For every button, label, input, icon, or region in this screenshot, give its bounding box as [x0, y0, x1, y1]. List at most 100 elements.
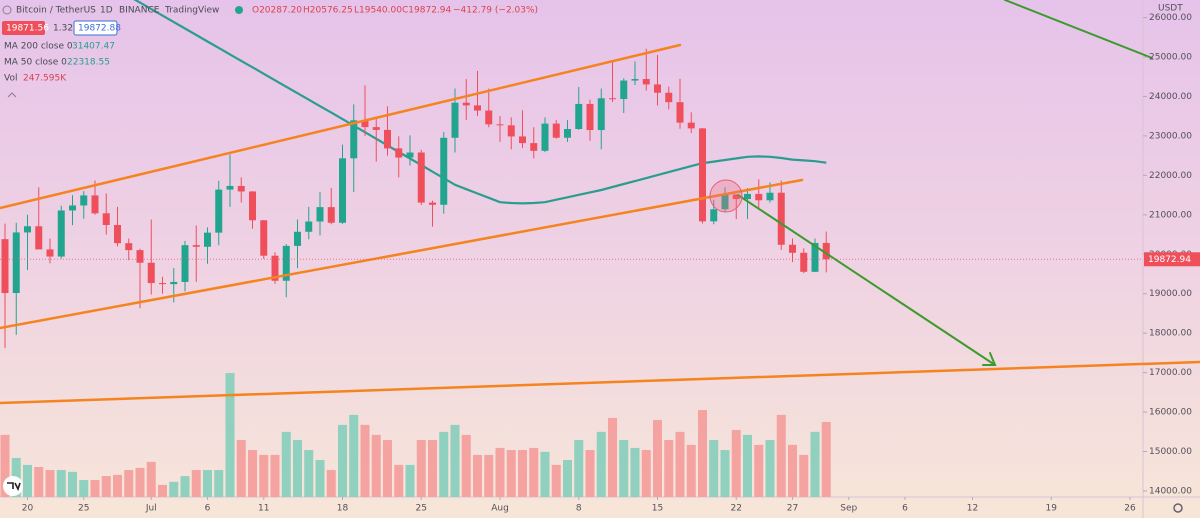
symbol: Bitcoin / TetherUS [16, 6, 96, 16]
x-tick-label: 8 [576, 504, 582, 514]
channel-upper [0, 43, 682, 210]
candle-body [665, 92, 673, 103]
candle-body [181, 245, 189, 282]
candle-body [620, 80, 628, 100]
x-tick-label: 22 [731, 504, 742, 514]
sell-box[interactable] [2, 21, 45, 35]
buy-price[interactable]: 19872.88 [78, 24, 121, 34]
candle-body [114, 224, 121, 244]
candle-body [507, 125, 515, 137]
x-tick-label: 12 [967, 504, 978, 514]
candle-body [417, 152, 425, 203]
volume-bar [124, 470, 134, 497]
volume-bar [686, 444, 696, 497]
support-line [0, 360, 1200, 405]
y-tick-label: 19000.00 [1149, 289, 1192, 299]
candle-body [755, 193, 763, 201]
y-tick-label: 25000.00 [1149, 53, 1192, 63]
volume-bar [698, 410, 707, 497]
candle-body [451, 102, 459, 138]
y-tick-label: 14000.00 [1149, 486, 1192, 496]
x-tick-label: Sep [840, 504, 857, 514]
volume-bar [135, 467, 145, 497]
y-tick-label: 17000.00 [1149, 368, 1192, 378]
source: TradingView [164, 6, 219, 16]
candle-body [282, 245, 290, 281]
volume-bar [731, 430, 741, 497]
candle-body [822, 242, 830, 260]
x-tick-label: Jul [145, 504, 157, 514]
candle-body [46, 249, 54, 257]
volume-bar [810, 431, 820, 497]
volume-bar [551, 464, 561, 497]
buy-box[interactable] [73, 20, 118, 36]
open: O20287.20 [252, 6, 302, 16]
volume-bar [461, 434, 471, 497]
volume-bar [113, 474, 122, 497]
volume-bar [158, 484, 167, 497]
indicator-value: 31407.47 [72, 42, 115, 52]
volume-bar [304, 450, 314, 497]
volume-bar [821, 421, 831, 497]
x-tick-label: Aug [491, 504, 509, 514]
indicator-name: MA 50 close 0 [4, 58, 67, 68]
candle-body [24, 226, 31, 233]
volume-bar [79, 480, 89, 497]
y-tick-label: 18000.00 [1149, 329, 1192, 339]
candle-body [361, 120, 369, 128]
volume-bar [394, 464, 404, 497]
candle-body [676, 102, 684, 123]
volume-bar [56, 470, 66, 497]
volume-bar [248, 450, 257, 497]
projection-arrow [737, 194, 996, 366]
candle-body [237, 185, 245, 192]
volume-bar [360, 424, 370, 497]
volume-bar [45, 470, 55, 497]
logo-mark [7, 482, 21, 492]
collapse-icon[interactable] [7, 92, 17, 98]
candle-body [631, 79, 639, 81]
volume-bar [416, 440, 426, 497]
volume-bar [203, 470, 212, 497]
candle-body [260, 220, 268, 256]
candle-body [35, 226, 43, 250]
candle-body [339, 158, 346, 223]
volume-bar [776, 414, 786, 497]
volume-bar [191, 470, 201, 497]
volume-bar [630, 447, 640, 497]
candle-body [294, 231, 301, 246]
x-tick-label: 19 [1046, 504, 1058, 514]
candle-body [710, 209, 718, 222]
x-tick-label: 6 [205, 504, 211, 514]
sell-price[interactable]: 19871.56 [6, 24, 49, 34]
candle-body [372, 127, 380, 130]
interval: 1D [100, 6, 113, 16]
candle-body [699, 128, 706, 222]
volume-bar [259, 454, 269, 497]
candle-body [777, 192, 785, 245]
channel-lower [0, 178, 804, 330]
volume-bar [574, 440, 584, 497]
candle-body [609, 98, 616, 100]
volume-bar [619, 440, 629, 497]
x-tick-label: 27 [787, 504, 798, 514]
candle-body [80, 195, 88, 206]
volume-bar [23, 464, 32, 497]
x-tick-label: 6 [902, 504, 908, 514]
indicator-name: Vol [4, 74, 17, 84]
candle-body [575, 103, 583, 130]
volume-bar [293, 440, 302, 497]
candle-body [406, 152, 414, 158]
candle-body [440, 137, 448, 205]
settings-icon[interactable] [1173, 503, 1183, 513]
volume-bar [788, 444, 797, 497]
candle-body [597, 98, 605, 131]
candle-body [721, 194, 729, 210]
x-tick-label: 11 [258, 504, 269, 514]
highlight-circle [709, 179, 743, 213]
volume-bar [349, 414, 359, 497]
candle-body [147, 262, 155, 284]
candle-body [192, 245, 200, 247]
currency[interactable]: USDT [1158, 4, 1183, 14]
